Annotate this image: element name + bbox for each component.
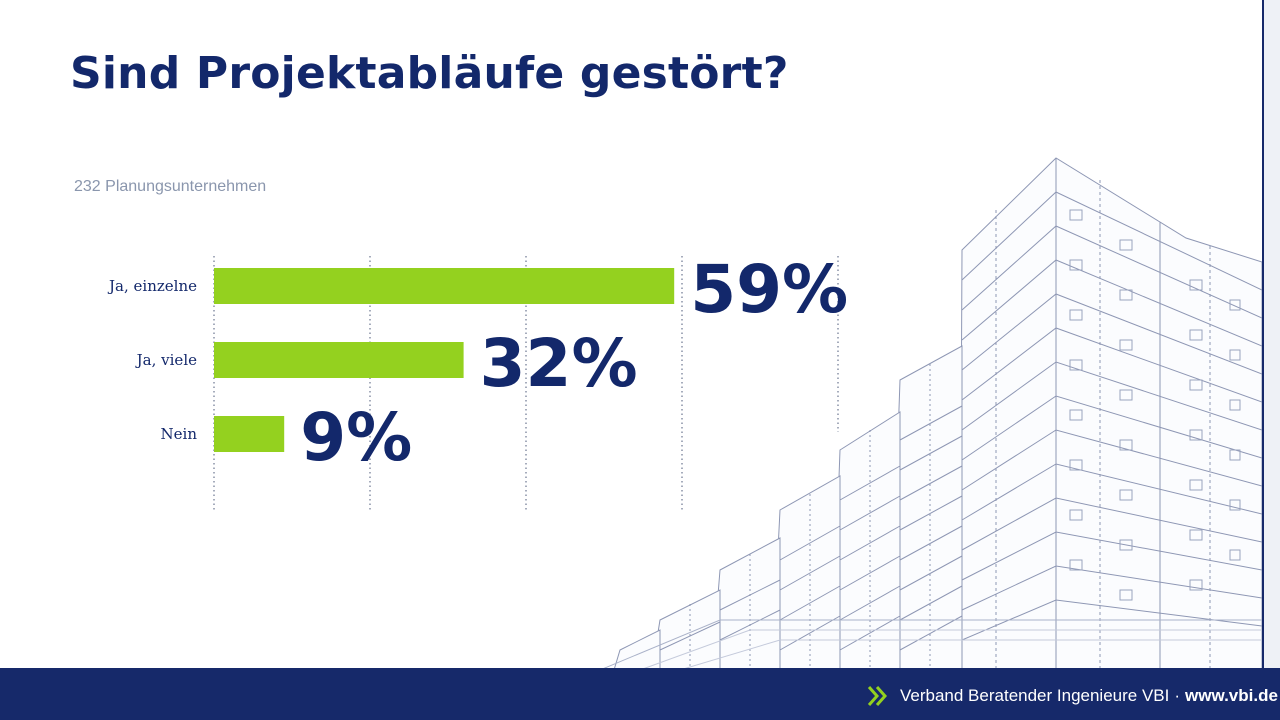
right-edge-stripe <box>1262 0 1280 668</box>
category-label: Ja, einzelne <box>107 277 197 295</box>
footer-separator: · <box>1174 686 1181 705</box>
bar <box>214 416 285 452</box>
bar <box>214 342 464 378</box>
footer-website-link[interactable]: www.vbi.de <box>1185 686 1278 705</box>
value-label: 9% <box>300 399 412 476</box>
double-chevron-right-icon <box>867 686 888 706</box>
building-wireframe-illustration <box>600 157 1262 670</box>
footer-organization: Verband Beratender Ingenieure VBI <box>900 686 1170 705</box>
chart-subtitle: 232 Planungsunternehmen <box>74 178 267 195</box>
footer-text: Verband Beratender Ingenieure VBI · www.vb… <box>900 686 1278 706</box>
category-label: Ja, viele <box>135 351 197 369</box>
footer-bar <box>0 668 1280 720</box>
category-label: Nein <box>161 425 198 443</box>
page-title: Sind Projektabläufe gestört? <box>70 48 789 99</box>
